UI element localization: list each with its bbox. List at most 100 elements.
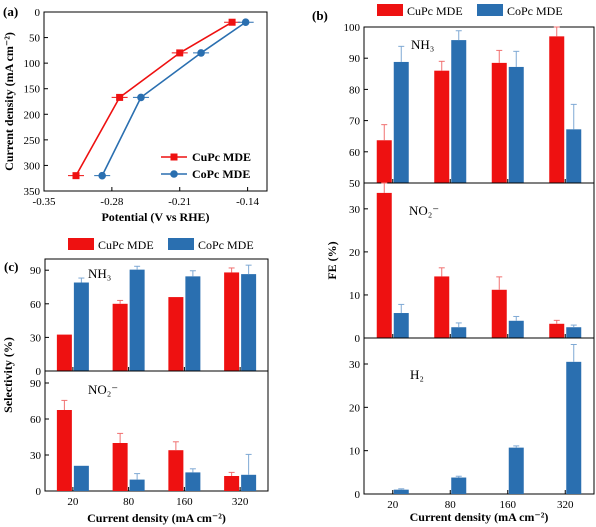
bar bbox=[376, 140, 392, 183]
y-tick-label: 70 bbox=[349, 116, 361, 128]
bar bbox=[112, 303, 128, 371]
y-tick-label: 30 bbox=[349, 204, 361, 216]
panel-a-line-chart: 0 50 100 150 200 250 300 350-0.35 -0.28 -0.21 -0.1… bbox=[2, 7, 268, 224]
legend-swatch bbox=[168, 238, 194, 250]
bar bbox=[508, 66, 524, 183]
y-tick-label: 20 bbox=[349, 402, 361, 414]
bar bbox=[491, 289, 507, 338]
y-tick-label: 50 bbox=[29, 33, 41, 45]
y-axis-label: Current density (mA cm⁻²) bbox=[2, 32, 16, 171]
bar bbox=[129, 269, 145, 371]
y-tick-label: 60 bbox=[30, 414, 42, 426]
x-axis-label: Current density (mA cm⁻²) bbox=[410, 510, 549, 524]
y-tick-label: 90 bbox=[30, 378, 42, 390]
bar bbox=[508, 447, 524, 494]
x-axis-label: Potential (V vs RHE) bbox=[101, 210, 209, 224]
panel-c-bar-chart: 0 30 60 90 NH₃ 0 30 60 90 NO₂⁻ 20 80 160 320 Current d… bbox=[1, 238, 269, 525]
legend-marker bbox=[170, 170, 178, 178]
data-point bbox=[241, 18, 250, 27]
legend-swatch bbox=[377, 4, 403, 16]
y-tick-label: 0 bbox=[355, 333, 361, 345]
x-tick-label: -0.21 bbox=[168, 196, 191, 208]
x-tick-label: -0.28 bbox=[100, 196, 123, 208]
bar bbox=[241, 474, 257, 491]
panel-label-c: (c) bbox=[4, 259, 18, 274]
data-point bbox=[137, 93, 145, 102]
subplot-label: NO₂⁻ bbox=[88, 382, 118, 397]
bar bbox=[549, 36, 565, 183]
plot-frame bbox=[43, 11, 268, 192]
bar bbox=[168, 297, 184, 371]
y-tick-label: 0 bbox=[35, 7, 41, 19]
x-tick-label: 20 bbox=[387, 499, 399, 511]
data-point bbox=[72, 172, 80, 180]
subplot-label: NO₂⁻ bbox=[409, 203, 439, 218]
y-tick-label: 30 bbox=[30, 332, 42, 344]
x-tick-label: -0.14 bbox=[236, 196, 259, 208]
bar bbox=[393, 313, 409, 338]
subplot-label: H₂ bbox=[410, 367, 424, 382]
y-tick-label: 0 bbox=[36, 366, 42, 378]
bar bbox=[56, 334, 72, 371]
series-line-1 bbox=[101, 21, 247, 177]
y-tick-label: 0 bbox=[355, 489, 361, 501]
bar bbox=[434, 276, 450, 338]
bar bbox=[451, 40, 467, 183]
legend-label: CuPc MDE bbox=[192, 150, 251, 164]
bar bbox=[566, 129, 582, 183]
y-tick-label: 250 bbox=[24, 135, 41, 147]
data-point bbox=[116, 93, 124, 101]
x-tick-label: 320 bbox=[232, 496, 249, 508]
x-tick-label: -0.35 bbox=[33, 196, 56, 208]
bar bbox=[549, 323, 565, 338]
bar bbox=[224, 272, 240, 371]
legend-label: CoPc MDE bbox=[198, 238, 254, 252]
panel-label-a: (a) bbox=[3, 4, 18, 19]
x-tick-label: 160 bbox=[500, 499, 517, 511]
subplot-frame bbox=[44, 370, 269, 492]
bar bbox=[376, 192, 392, 338]
y-tick-label: 300 bbox=[24, 160, 41, 172]
legend-label: CuPc MDE bbox=[98, 238, 154, 252]
bar bbox=[185, 276, 201, 371]
bar bbox=[393, 61, 409, 183]
y-tick-label: 200 bbox=[24, 109, 41, 121]
legend-swatch bbox=[477, 4, 503, 16]
y-tick-label: 30 bbox=[30, 450, 42, 462]
y-tick-label: 100 bbox=[344, 22, 361, 34]
x-tick-label: 80 bbox=[123, 496, 135, 508]
x-tick-label: 160 bbox=[176, 496, 193, 508]
bar bbox=[56, 410, 72, 491]
data-point bbox=[197, 49, 205, 57]
subplot-frame bbox=[363, 337, 595, 495]
y-tick-label: 90 bbox=[349, 53, 361, 65]
y-tick-label: 20 bbox=[349, 247, 361, 259]
bar bbox=[241, 274, 257, 371]
y-tick-label: 10 bbox=[349, 446, 361, 458]
legend-label: CuPc MDE bbox=[407, 4, 463, 18]
y-axis-label: FE (%) bbox=[325, 241, 339, 279]
bar bbox=[434, 70, 450, 183]
subplot-label: NH₃ bbox=[88, 266, 111, 281]
x-tick-label: 320 bbox=[557, 499, 574, 511]
y-tick-label: 80 bbox=[349, 84, 361, 96]
x-axis-label: Current density (mA cm⁻²) bbox=[87, 511, 226, 525]
data-point bbox=[98, 171, 106, 180]
panel-label-b: (b) bbox=[312, 8, 328, 23]
bar bbox=[112, 443, 128, 491]
y-tick-label: 30 bbox=[349, 359, 361, 371]
data-point bbox=[228, 18, 236, 26]
y-tick-label: 100 bbox=[24, 58, 41, 70]
y-tick-label: 60 bbox=[349, 147, 361, 159]
data-point bbox=[176, 49, 184, 57]
x-tick-label: 80 bbox=[445, 499, 457, 511]
y-tick-label: 90 bbox=[30, 265, 42, 277]
legend-label: CoPc MDE bbox=[507, 4, 563, 18]
bar bbox=[508, 320, 524, 338]
bar bbox=[393, 489, 409, 494]
y-tick-label: 0 bbox=[36, 486, 42, 498]
bar bbox=[185, 472, 201, 491]
bar bbox=[451, 477, 467, 494]
y-tick-label: 10 bbox=[349, 290, 361, 302]
